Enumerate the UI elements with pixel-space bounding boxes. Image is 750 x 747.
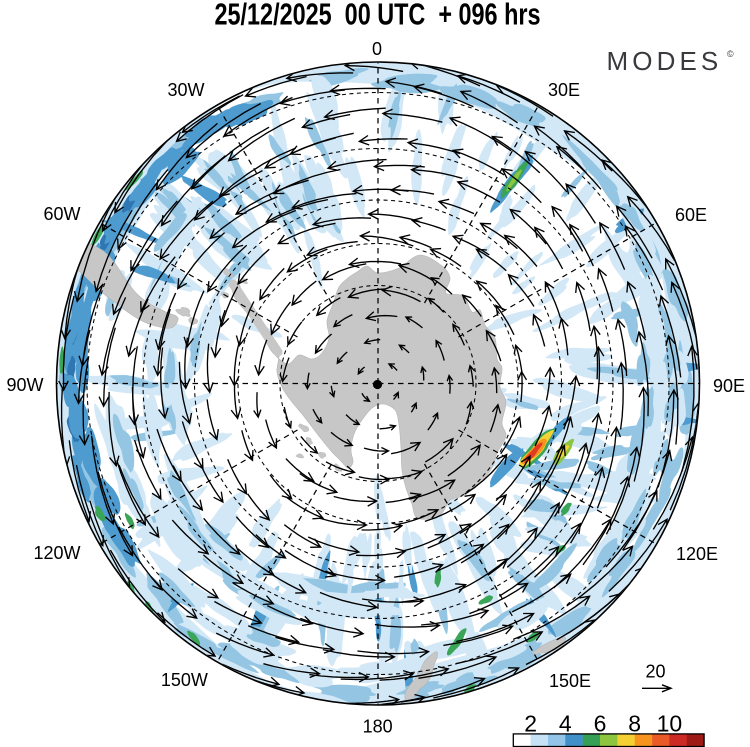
svg-text:180: 180 xyxy=(363,717,393,737)
svg-text:90E: 90E xyxy=(713,376,745,396)
svg-text:150E: 150E xyxy=(549,671,591,691)
svg-text:90W: 90W xyxy=(6,375,43,395)
svg-text:30E: 30E xyxy=(548,80,580,100)
svg-text:150W: 150W xyxy=(161,670,208,690)
svg-text:MODES: MODES xyxy=(607,46,723,76)
svg-text:8: 8 xyxy=(628,711,641,737)
svg-text:25/12/2025 00 UTC + 096 hrs: 25/12/2025 00 UTC + 096 hrs xyxy=(215,0,541,32)
svg-text:120E: 120E xyxy=(676,544,718,564)
svg-text:4: 4 xyxy=(559,711,572,737)
svg-text:20: 20 xyxy=(645,662,665,682)
svg-text:30W: 30W xyxy=(167,80,204,100)
svg-text:2: 2 xyxy=(524,711,537,737)
svg-text:6: 6 xyxy=(594,711,607,737)
svg-text:©: © xyxy=(727,49,734,59)
svg-text:0: 0 xyxy=(372,39,382,59)
svg-text:10: 10 xyxy=(657,711,683,737)
svg-text:120W: 120W xyxy=(33,543,80,563)
svg-text:60W: 60W xyxy=(43,204,80,224)
svg-text:60E: 60E xyxy=(675,205,707,225)
